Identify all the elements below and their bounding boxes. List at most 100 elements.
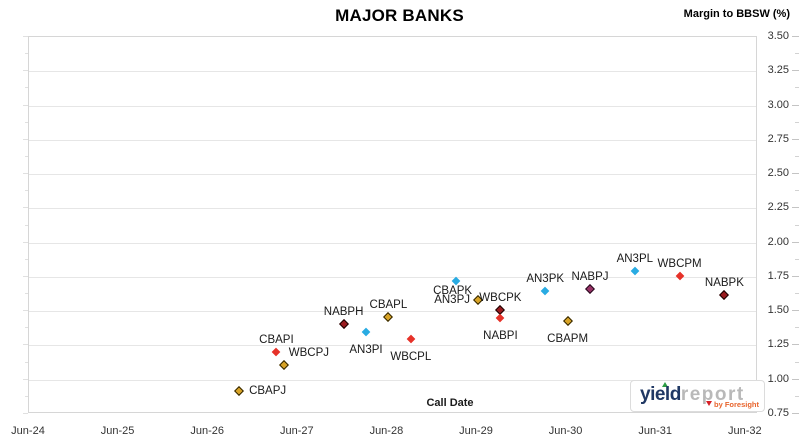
logo-byline: by Foresight: [705, 400, 759, 409]
y-minor-tick-mark: [795, 224, 799, 226]
label-WBCPL: WBCPL: [390, 350, 432, 363]
label-AN3PK: AN3PK: [526, 272, 565, 285]
marker-CBAPJ[interactable]: [234, 385, 245, 396]
y-tick-mark-left: [23, 378, 28, 380]
y-minor-tick-mark: [795, 293, 799, 295]
label-NABPJ: NABPJ: [571, 271, 609, 284]
y-tick-mark-left: [23, 70, 28, 72]
y-minor-tick-mark-left: [25, 327, 28, 329]
label-CBAPL: CBAPL: [369, 298, 408, 311]
y-minor-tick-mark: [795, 53, 799, 55]
y-tick-mark-left: [23, 413, 28, 414]
y-tick-label: 1.25: [767, 338, 789, 351]
gridline: [29, 105, 756, 107]
y-tick-mark: [792, 138, 799, 140]
logo-up-triangle-icon: [662, 382, 668, 387]
gridline: [29, 174, 756, 176]
plot-area: CBAPJ CBAPI WBCPJ NABPH AN3PI CBAPL WBCPL CBAPK…: [28, 36, 757, 413]
x-tick-label: Jun-27: [279, 425, 314, 437]
y-tick-label: 2.00: [767, 235, 789, 248]
marker-WBCPJ[interactable]: [278, 359, 289, 370]
yieldreport-logo: yieldreport by Foresight: [630, 380, 765, 412]
x-tick-label: Jun-31: [638, 425, 672, 437]
label-AN3PL: AN3PL: [616, 253, 654, 266]
y-minor-tick-mark: [795, 121, 799, 123]
y-tick-mark-left: [23, 173, 28, 175]
y-tick-label: 1.50: [767, 304, 789, 317]
y-tick-mark-left: [23, 241, 28, 243]
marker-CBAPK[interactable]: [451, 276, 460, 286]
y-tick-label: 3.50: [767, 30, 789, 42]
gridline: [29, 345, 756, 347]
y-minor-tick-mark-left: [25, 361, 28, 363]
y-minor-tick-mark-left: [25, 190, 28, 192]
y-minor-tick-mark: [795, 155, 799, 157]
label-WBCPM: WBCPM: [657, 257, 702, 270]
y-minor-tick-mark: [795, 190, 799, 192]
marker-AN3PL[interactable]: [630, 267, 640, 276]
marker-WBCPL[interactable]: [406, 334, 416, 343]
y-tick-label: 2.75: [767, 132, 789, 145]
y-tick-mark: [792, 275, 799, 277]
label-AN3PJ: AN3PJ: [434, 294, 470, 307]
logo-word-yield: yield: [640, 384, 681, 405]
logo-text: yieldreport: [640, 384, 745, 406]
marker-CBAPI[interactable]: [272, 348, 281, 357]
y-minor-tick-mark: [795, 361, 799, 363]
label-NABPI: NABPI: [483, 330, 518, 343]
y-minor-tick-mark: [795, 87, 799, 89]
y-minor-tick-mark-left: [25, 293, 28, 295]
y-minor-tick-mark-left: [25, 224, 28, 226]
y-tick-mark-left: [23, 275, 28, 277]
y-minor-tick-mark: [795, 327, 799, 329]
label-NABPH: NABPH: [323, 305, 364, 318]
marker-NABPJ[interactable]: [585, 284, 595, 295]
x-tick-label: Jun-29: [459, 425, 493, 437]
gridline: [29, 379, 756, 381]
x-tick-label: Jun-28: [369, 425, 404, 437]
gridline: [29, 276, 756, 278]
marker-NABPI[interactable]: [496, 313, 505, 323]
x-tick-label: Jun-26: [190, 425, 224, 437]
gridline: [29, 242, 756, 244]
y-tick-label: 3.00: [767, 98, 789, 111]
marker-AN3PK[interactable]: [540, 286, 550, 295]
marker-WBCPM[interactable]: [675, 271, 684, 280]
y-tick-mark: [792, 104, 799, 106]
y-tick-label: 0.75: [767, 407, 789, 419]
label-WBCPJ: WBCPJ: [288, 346, 329, 359]
y-minor-tick-mark: [795, 395, 799, 397]
y-tick-mark: [792, 207, 799, 209]
marker-CBAPL[interactable]: [383, 311, 394, 322]
y-minor-tick-mark-left: [25, 395, 28, 397]
label-NABPK: NABPK: [704, 276, 744, 289]
y-tick-label: 2.50: [767, 167, 789, 180]
marker-NABPH[interactable]: [338, 318, 349, 329]
x-axis-label: Call Date: [426, 397, 474, 409]
logo-byline-text: by Foresight: [713, 400, 759, 409]
y-tick-label: 2.25: [767, 201, 789, 214]
chart-title: MAJOR BANKS: [335, 6, 464, 25]
y-tick-mark: [792, 344, 799, 346]
y-tick-mark-left: [23, 207, 28, 209]
logo-word-report: report: [680, 384, 745, 405]
y-tick-label: 1.75: [767, 269, 789, 282]
marker-NABPK[interactable]: [719, 289, 730, 300]
y-tick-mark-left: [23, 138, 28, 140]
y-tick-mark: [792, 36, 799, 37]
label-WBCPK: WBCPK: [479, 291, 522, 304]
label-CBAPM: CBAPM: [547, 332, 589, 345]
y-tick-mark: [792, 173, 799, 175]
x-tick-label: Jun-32: [727, 425, 762, 437]
label-CBAPI: CBAPI: [259, 334, 294, 347]
y-tick-mark: [792, 310, 799, 312]
y-tick-mark: [792, 378, 799, 380]
gridline: [29, 71, 756, 73]
label-CBAPJ: CBAPJ: [249, 384, 287, 397]
y-tick-label: 1.00: [767, 372, 789, 385]
marker-AN3PI[interactable]: [361, 327, 371, 336]
label-AN3PI: AN3PI: [349, 343, 383, 356]
y-tick-mark-left: [23, 36, 28, 37]
marker-CBAPM[interactable]: [562, 315, 573, 326]
